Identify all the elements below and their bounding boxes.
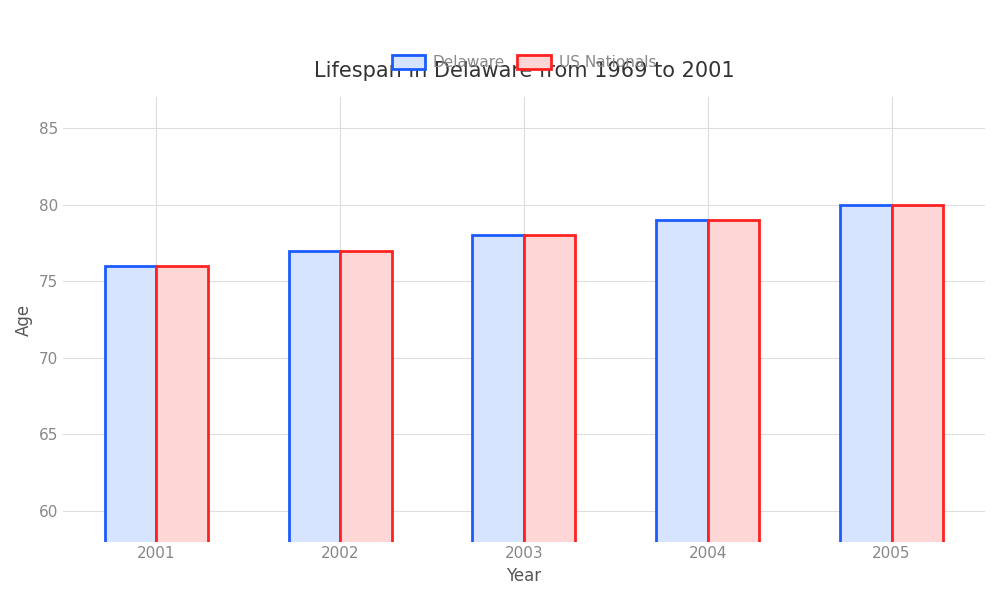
X-axis label: Year: Year [506, 567, 541, 585]
Bar [156, 266, 208, 600]
Bar [105, 266, 156, 600]
Bar [524, 235, 575, 600]
Bar [289, 251, 340, 600]
Bar [892, 205, 943, 600]
Bar [708, 220, 759, 600]
Bar [656, 220, 708, 600]
Title: Lifespan in Delaware from 1969 to 2001: Lifespan in Delaware from 1969 to 2001 [314, 61, 734, 80]
Bar [840, 205, 892, 600]
Y-axis label: Age: Age [15, 304, 33, 335]
Legend: Delaware, US Nationals: Delaware, US Nationals [384, 47, 664, 77]
Bar [472, 235, 524, 600]
Bar [340, 251, 392, 600]
